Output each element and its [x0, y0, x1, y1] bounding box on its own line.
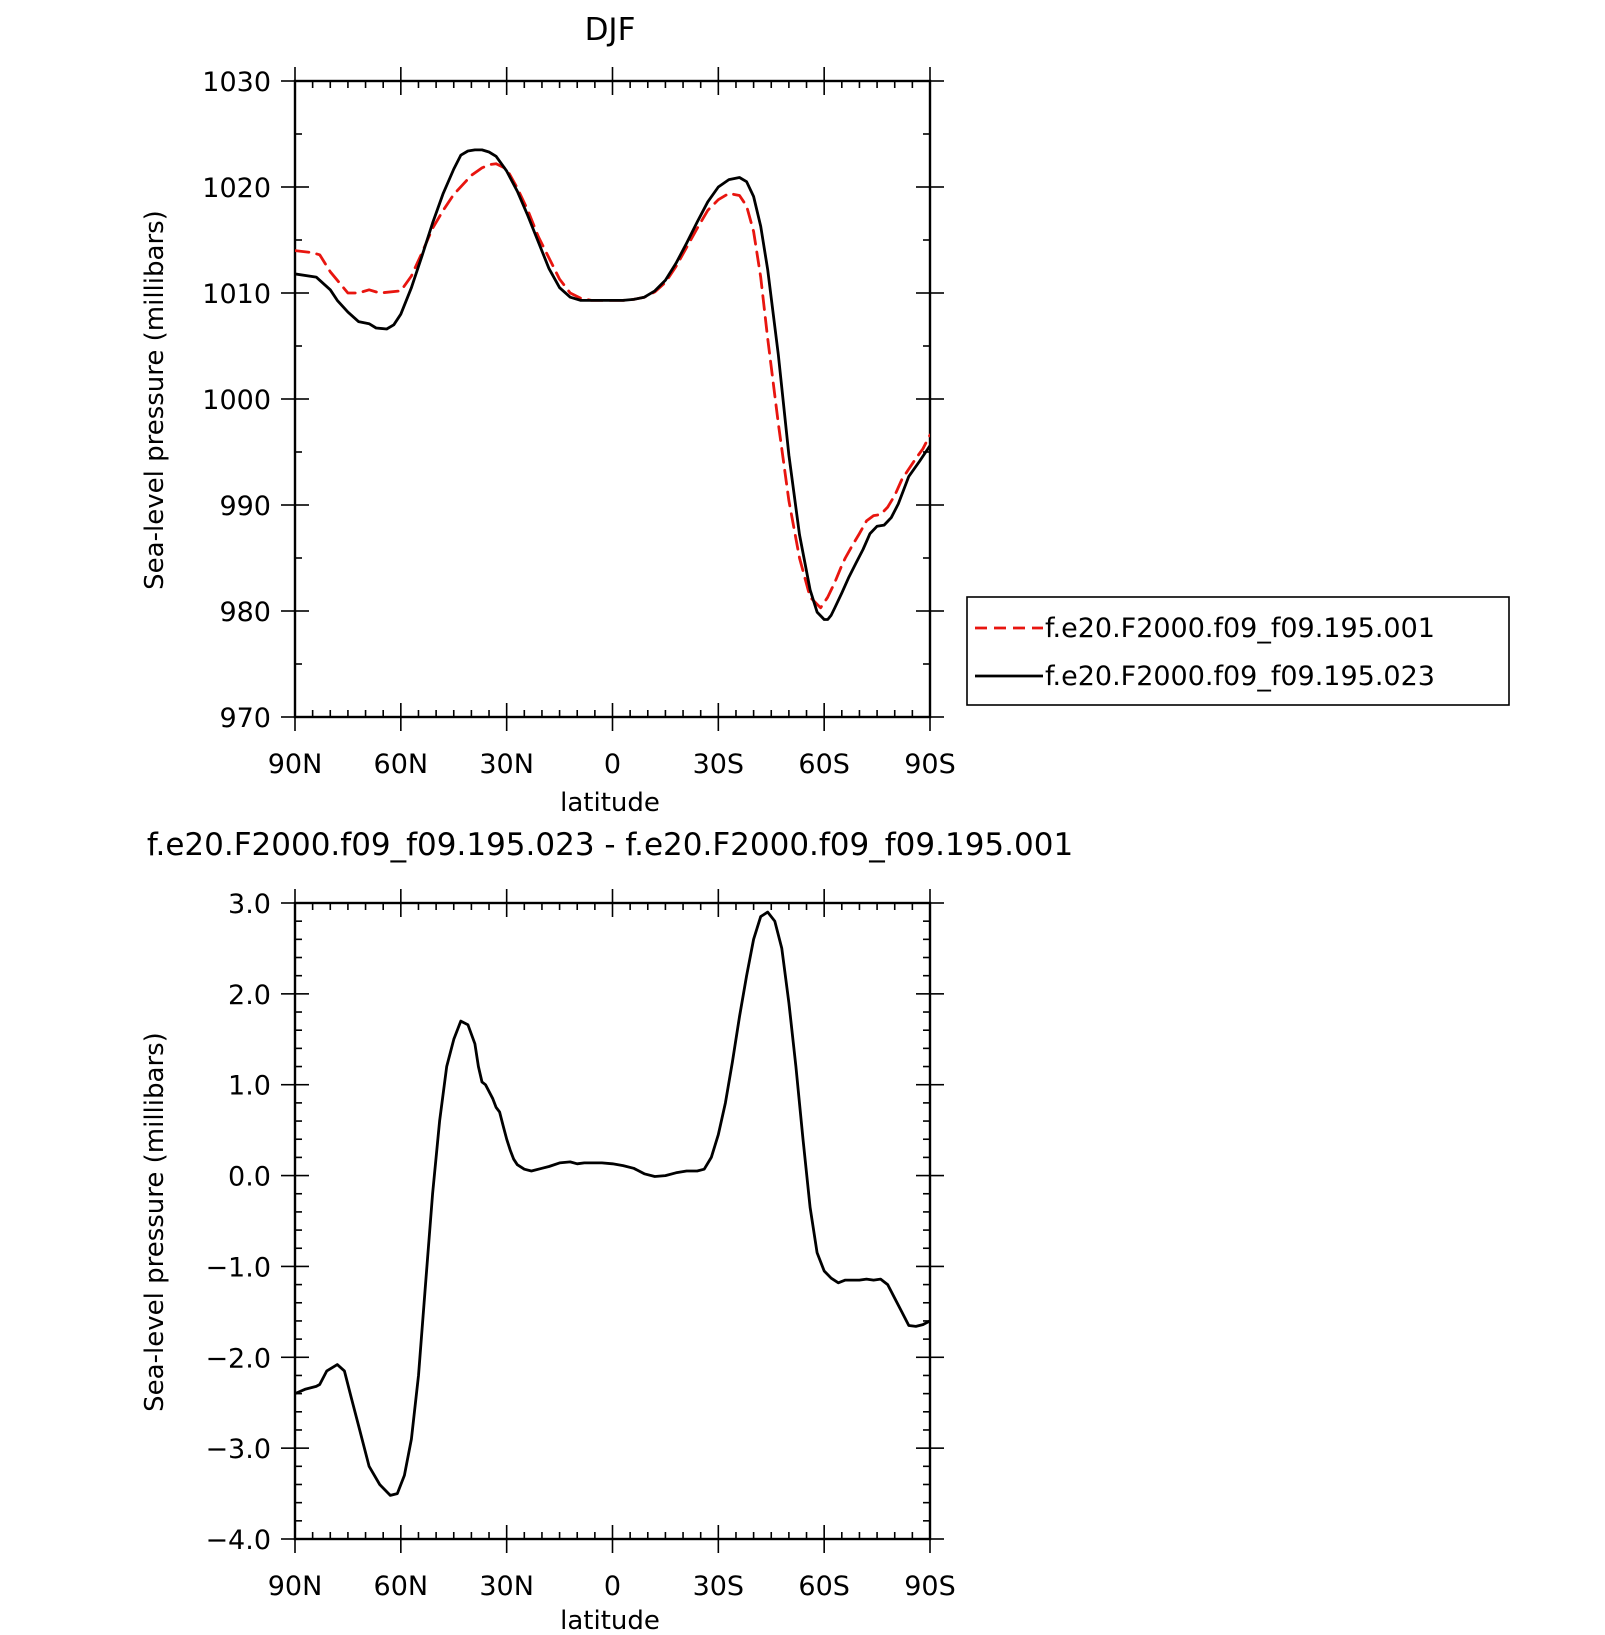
y-axis-label: Sea-level pressure (millibars)	[140, 210, 170, 590]
difference-panel: f.e20.F2000.f09_f09.195.023 - f.e20.F200…	[140, 827, 1073, 1635]
y-tick-label: −1.0	[205, 1252, 271, 1283]
legend-entry-label: f.e20.F2000.f09_f09.195.023	[1045, 661, 1435, 692]
legend-entry-label: f.e20.F2000.f09_f09.195.001	[1045, 613, 1435, 644]
x-tick-label: 0	[604, 1571, 621, 1602]
x-axis-label: latitude	[560, 1606, 660, 1635]
x-tick-label: 30S	[693, 1571, 745, 1602]
x-axis-label: latitude	[560, 788, 660, 818]
x-tick-label: 90S	[904, 749, 956, 780]
chart-title: DJF	[585, 12, 636, 48]
x-tick-label: 60N	[374, 1571, 429, 1602]
y-tick-label: 1030	[202, 67, 271, 98]
x-tick-label: 60S	[798, 1571, 850, 1602]
x-tick-label: 30S	[693, 749, 745, 780]
plot-area: 90N 60N 30N 0 30S 60S 90S 1030 1020 1010 1000 990 98…	[202, 67, 956, 780]
y-tick-label: 990	[219, 491, 271, 522]
y-tick-label: 1000	[202, 385, 271, 416]
x-tick-label: 30N	[479, 749, 534, 780]
legend-box	[966, 596, 1510, 706]
series-line-solid	[295, 148, 930, 621]
series-line-dashed	[295, 162, 930, 610]
series-line-solid	[295, 910, 930, 1497]
y-tick-label: 980	[219, 597, 271, 628]
x-tick-label: 90N	[268, 1571, 323, 1602]
chart-title: f.e20.F2000.f09_f09.195.023 - f.e20.F200…	[147, 827, 1073, 863]
plot-area: 90N 60N 30N 0 30S 60S 90S 3.0 2.0 1.0 0.0 −1.0 −2.0 −…	[205, 889, 956, 1602]
x-tick-label: 90N	[268, 749, 323, 780]
y-tick-label: 1010	[202, 279, 271, 310]
x-tick-label: 90S	[904, 1571, 956, 1602]
x-tick-label: 0	[604, 749, 621, 780]
y-tick-label: 1.0	[228, 1071, 271, 1102]
x-tick-label: 60N	[374, 749, 429, 780]
y-tick-label: 1020	[202, 173, 271, 204]
y-tick-label: −4.0	[205, 1525, 271, 1556]
y-tick-label: −3.0	[205, 1434, 271, 1465]
plot-frame	[293, 79, 932, 719]
y-tick-label: 0.0	[228, 1162, 271, 1193]
y-tick-label: 3.0	[228, 889, 271, 920]
y-tick-label: −2.0	[205, 1343, 271, 1374]
x-tick-label: 60S	[798, 749, 850, 780]
y-tick-label: 2.0	[228, 980, 271, 1011]
x-tick-label: 30N	[479, 1571, 534, 1602]
y-axis-label: Sea-level pressure (millibars)	[140, 1032, 170, 1412]
plot-frame	[293, 901, 932, 1541]
legend: f.e20.F2000.f09_f09.195.001 f.e20.F2000.…	[966, 596, 1510, 706]
y-tick-label: 970	[219, 703, 271, 734]
sea-level-pressure-panel: DJF 90N 60N 30N 0 30S 60S 90S10301020101010009…	[140, 12, 1510, 818]
